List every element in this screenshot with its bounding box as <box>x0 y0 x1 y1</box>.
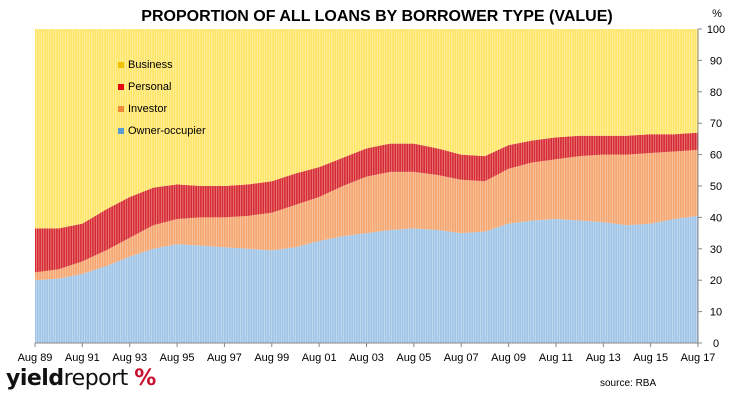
y-tick-label: 20 <box>710 275 722 287</box>
legend-swatch-business <box>118 62 124 68</box>
x-tick-label: Aug 93 <box>112 352 147 364</box>
legend-swatch-owner-occupier <box>118 128 124 134</box>
logo-percent-symbol: % <box>134 366 156 391</box>
plot-area <box>35 29 699 344</box>
y-tick-label: 40 <box>710 212 722 224</box>
x-tick-label: Aug 89 <box>18 352 53 364</box>
series-area-investor <box>35 149 698 281</box>
yieldreport-logo: yieldreport % <box>6 366 156 392</box>
legend-label-personal: Personal <box>128 81 171 93</box>
x-tick-label: Aug 03 <box>349 352 384 364</box>
x-tick-label: Aug 07 <box>444 352 479 364</box>
x-tick-label: Aug 13 <box>586 352 621 364</box>
y-tick-label: 60 <box>710 150 722 162</box>
column-texture <box>36 29 697 343</box>
x-tick-label: Aug 97 <box>207 352 242 364</box>
series-area-owner-occupier <box>35 215 698 343</box>
legend-swatch-investor <box>118 106 124 112</box>
legend-swatch-personal <box>118 84 124 90</box>
y-tick-label: 90 <box>710 55 722 67</box>
y-tick-label: 10 <box>710 307 722 319</box>
y-tick-label: 50 <box>710 181 722 193</box>
legend-label-investor: Investor <box>128 103 167 115</box>
x-tick-label: Aug 01 <box>302 352 337 364</box>
x-axis: Aug 89 Aug 91 Aug 93 Aug 95 Aug 97 Aug 99 Aug … <box>18 343 716 364</box>
x-tick-label: Aug 99 <box>254 352 289 364</box>
legend: Business Personal Investor Owner-occupier <box>118 59 206 137</box>
unit-label: % <box>712 8 722 20</box>
y-tick-label: 70 <box>710 118 722 130</box>
x-tick-label: Aug 95 <box>160 352 195 364</box>
x-tick-label: Aug 15 <box>633 352 668 364</box>
x-tick-label: Aug 17 <box>681 352 716 364</box>
x-tick-label: Aug 11 <box>539 352 573 364</box>
series-area-personal <box>35 132 698 273</box>
x-tick-label: Aug 09 <box>491 352 526 364</box>
source-note: source: RBA <box>600 378 657 389</box>
y-axis: 0 10 20 30 40 50 60 70 80 90 100 <box>698 24 725 350</box>
x-tick-label: Aug 91 <box>65 352 100 364</box>
logo-report: report <box>63 366 129 391</box>
series-area-business <box>35 29 698 229</box>
y-tick-label: 100 <box>707 24 725 36</box>
chart-title: PROPORTION OF ALL LOANS BY BORROWER TYPE… <box>141 8 612 25</box>
y-tick-label: 30 <box>710 244 722 256</box>
y-tick-label: 80 <box>710 87 722 99</box>
y-tick-label: 0 <box>713 338 719 350</box>
logo-yield: yield <box>6 366 64 391</box>
x-tick-label: Aug 05 <box>396 352 431 364</box>
legend-label-owner-occupier: Owner-occupier <box>128 125 206 137</box>
legend-label-business: Business <box>128 59 173 71</box>
